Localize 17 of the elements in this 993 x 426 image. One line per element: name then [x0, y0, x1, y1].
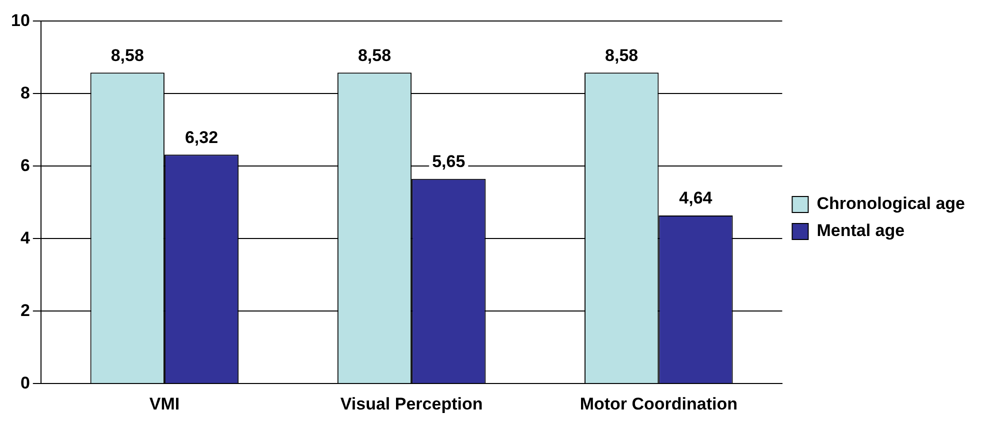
x-tick-label: VMI	[149, 394, 180, 414]
data-label: 6,32	[184, 128, 218, 147]
y-tick-label: 0	[20, 373, 30, 392]
data-label: 8,58	[358, 46, 392, 65]
y-tick-label: 6	[20, 156, 30, 175]
data-label: 8,58	[110, 46, 144, 65]
data-label: 5,65	[432, 152, 466, 172]
x-tick-label: Visual Perception	[340, 394, 483, 414]
y-tick-label: 8	[20, 83, 30, 102]
legend-label: Mental age	[816, 221, 905, 240]
y-tick-label: 2	[20, 300, 30, 320]
x-tick-label: Motor Coordination	[580, 394, 738, 414]
legend-label: Chronological age	[816, 194, 966, 214]
y-tick-label: 4	[20, 228, 30, 248]
y-tick-label: 10	[10, 10, 30, 30]
data-label: 4,64	[679, 188, 713, 208]
data-label: 8,58	[605, 46, 638, 65]
